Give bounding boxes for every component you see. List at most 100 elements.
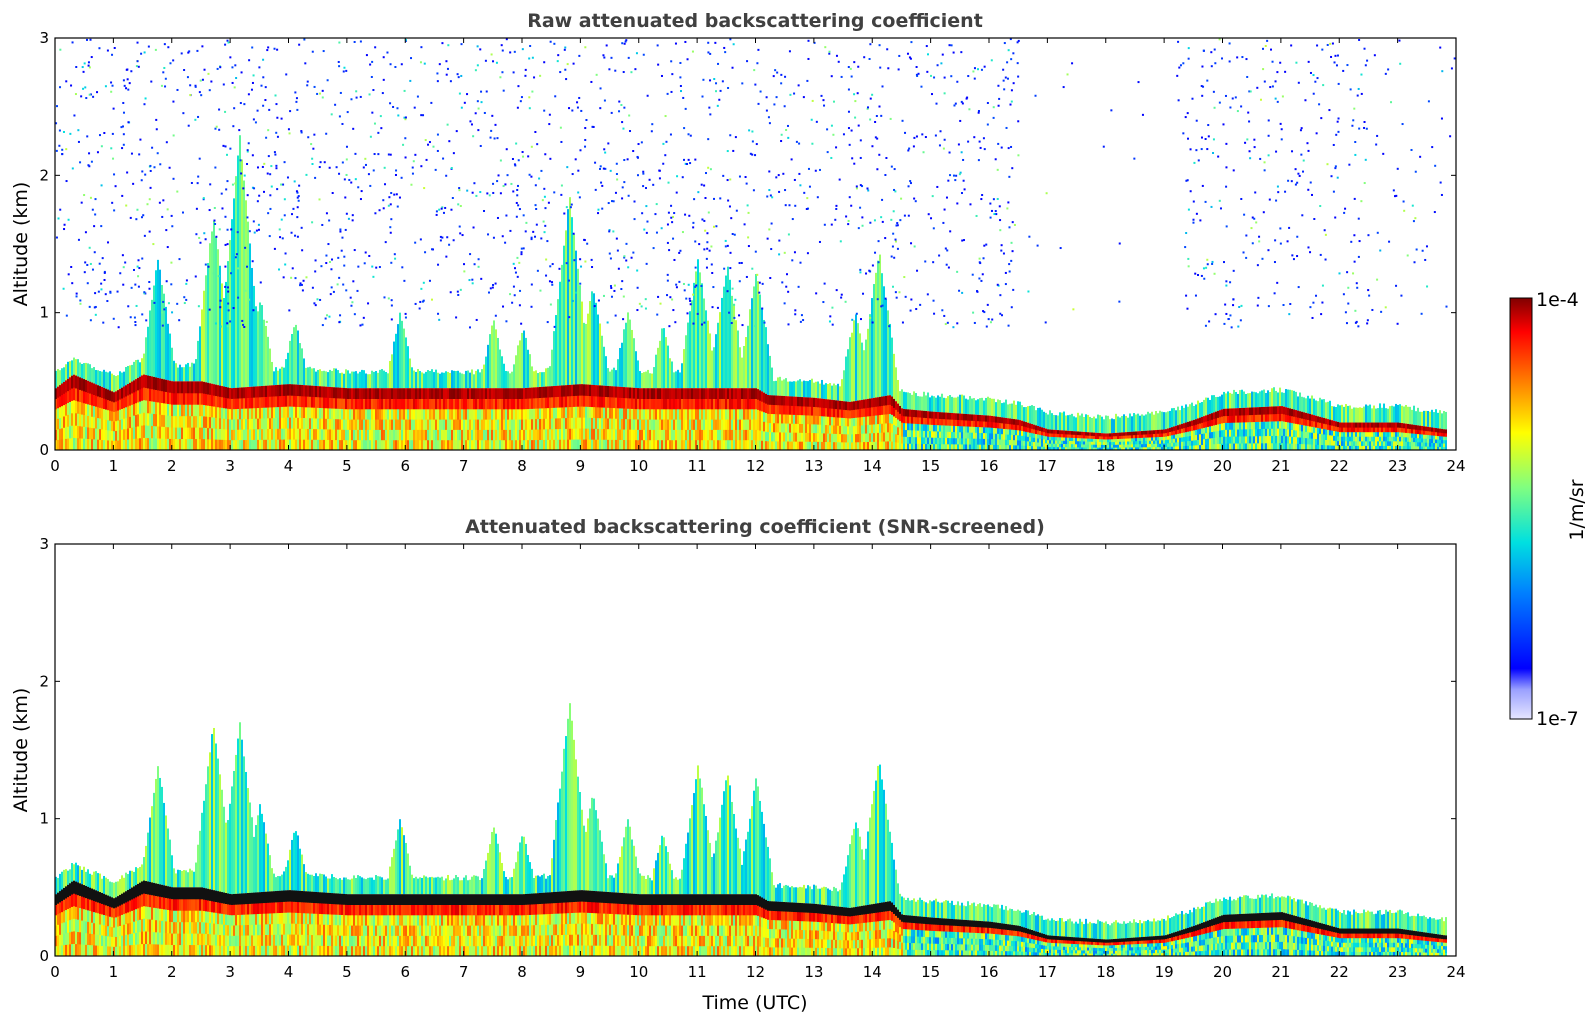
boundary-layer	[681, 398, 683, 410]
boundary-layer	[409, 439, 411, 450]
boundary-layer	[1431, 427, 1433, 432]
boundary-layer	[1165, 446, 1167, 450]
boundary-layer	[1255, 442, 1257, 450]
boundary-layer	[75, 375, 77, 389]
aerosol-layer	[931, 395, 933, 412]
boundary-layer	[1261, 442, 1263, 450]
boundary-layer	[1157, 439, 1159, 444]
boundary-layer	[247, 429, 249, 441]
boundary-layer	[1127, 441, 1129, 445]
boundary-layer	[973, 414, 975, 421]
boundary-layer	[1415, 433, 1417, 439]
boundary-layer	[635, 429, 637, 441]
boundary-layer	[633, 387, 635, 399]
boundary-layer	[805, 406, 807, 416]
aerosol-layer	[143, 353, 145, 375]
boundary-layer	[91, 405, 93, 417]
boundary-layer	[983, 421, 985, 428]
aerosol-layer	[535, 370, 537, 388]
boundary-layer	[991, 427, 993, 434]
aerosol-layer	[885, 299, 887, 396]
boundary-layer	[1039, 430, 1041, 435]
boundary-layer	[769, 422, 771, 433]
boundary-layer	[701, 419, 703, 430]
boundary-layer	[89, 415, 91, 428]
aerosol-layer	[589, 301, 591, 385]
boundary-layer	[371, 408, 373, 420]
boundary-layer	[403, 388, 405, 399]
boundary-layer	[475, 419, 477, 430]
boundary-layer	[1385, 436, 1387, 442]
aerosol-layer	[253, 285, 255, 387]
boundary-layer	[101, 386, 103, 398]
aerosol-layer	[1333, 406, 1335, 421]
boundary-layer	[1319, 416, 1321, 423]
boundary-layer	[1067, 446, 1069, 450]
boundary-layer	[527, 418, 529, 430]
aerosol-layer	[1013, 400, 1015, 420]
noise-speckle	[215, 235, 218, 238]
boundary-layer	[681, 408, 683, 420]
aerosol-layer	[457, 370, 459, 389]
boundary-layer	[1423, 430, 1425, 435]
boundary-layer	[1245, 414, 1247, 423]
boundary-layer	[1201, 433, 1203, 440]
boundary-layer	[209, 416, 211, 429]
boundary-layer	[847, 401, 849, 411]
boundary-layer	[217, 385, 219, 397]
noise-speckle	[987, 318, 990, 321]
boundary-layer	[1415, 429, 1417, 434]
boundary-layer	[1219, 410, 1221, 418]
boundary-layer	[1083, 446, 1085, 450]
boundary-layer	[619, 407, 621, 419]
boundary-layer	[1009, 428, 1011, 435]
boundary-layer	[181, 381, 183, 394]
boundary-layer	[801, 397, 803, 407]
boundary-layer	[145, 437, 147, 450]
boundary-layer	[243, 439, 245, 450]
boundary-layer	[141, 400, 143, 414]
boundary-layer	[1327, 424, 1329, 430]
aerosol-layer	[107, 372, 109, 390]
boundary-layer	[517, 408, 519, 420]
aerosol-layer	[1143, 415, 1145, 431]
boundary-layer	[997, 444, 999, 450]
boundary-layer	[855, 425, 857, 435]
boundary-layer	[345, 429, 347, 441]
boundary-layer	[1169, 438, 1171, 444]
boundary-layer	[1179, 437, 1181, 443]
boundary-layer	[1141, 440, 1143, 445]
boundary-layer	[327, 428, 329, 440]
boundary-layer	[599, 417, 601, 429]
aerosol-layer	[109, 371, 111, 391]
aerosol-layer	[951, 396, 953, 413]
boundary-layer	[343, 429, 345, 441]
aerosol-layer	[171, 347, 173, 382]
boundary-layer	[217, 428, 219, 440]
boundary-layer	[1291, 443, 1293, 450]
boundary-layer	[815, 397, 817, 408]
boundary-layer	[659, 439, 661, 450]
boundary-layer	[1405, 436, 1407, 442]
aerosol-layer	[967, 399, 969, 415]
boundary-layer	[605, 417, 607, 430]
aerosol-layer	[1211, 395, 1213, 414]
boundary-layer	[1193, 439, 1195, 446]
boundary-layer	[1183, 436, 1185, 442]
boundary-layer	[1229, 436, 1231, 444]
aerosol-layer	[1273, 387, 1275, 407]
aerosol-layer	[1253, 391, 1255, 408]
boundary-layer	[235, 439, 237, 450]
boundary-layer	[1079, 443, 1081, 448]
boundary-layer	[809, 406, 811, 416]
boundary-layer	[1399, 427, 1401, 433]
boundary-layer	[349, 419, 351, 430]
boundary-layer	[535, 387, 537, 399]
boundary-layer	[323, 439, 325, 450]
boundary-layer	[869, 432, 871, 442]
boundary-layer	[233, 408, 235, 420]
boundary-layer	[631, 398, 633, 409]
boundary-layer	[1075, 440, 1077, 445]
boundary-layer	[941, 431, 943, 438]
